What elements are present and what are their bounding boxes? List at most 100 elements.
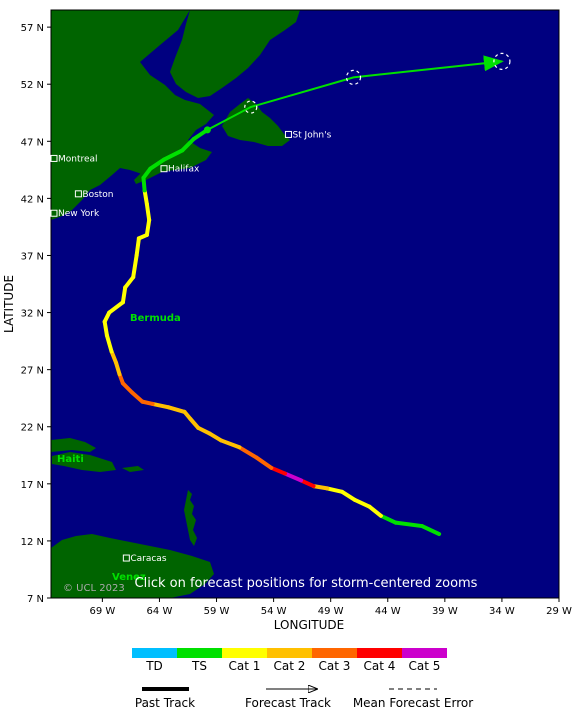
land-north-america <box>51 10 214 220</box>
past-track-legend-label: Past Track <box>135 696 195 710</box>
past-track-segment <box>131 253 139 280</box>
past-track-segment <box>325 486 345 494</box>
land-masses <box>51 10 300 598</box>
bermuda-label: Bermuda <box>130 313 181 324</box>
y-tick-label: 52 N <box>21 80 44 91</box>
land-antilles <box>184 490 197 546</box>
x-tick-label: 44 W <box>375 606 401 617</box>
past-track-segment <box>340 489 357 502</box>
past-track-segment <box>141 175 147 193</box>
city-marker <box>50 154 58 162</box>
legend-label: Cat 2 <box>274 659 306 673</box>
past-track-segment <box>142 188 149 207</box>
legend-swatch <box>402 648 447 658</box>
past-track-segment <box>180 137 196 153</box>
past-track-segment <box>196 425 212 436</box>
y-tick-label: 57 N <box>21 23 44 34</box>
y-tick-label: 32 N <box>21 309 44 320</box>
past-track-segment <box>378 513 398 525</box>
past-track-segment <box>269 465 288 476</box>
past-track-segment <box>367 504 383 518</box>
past-track-segment <box>420 524 442 537</box>
past-track-segment <box>188 416 201 430</box>
past-track-segment <box>207 431 224 443</box>
y-tick-label: 47 N <box>21 137 44 148</box>
y-axis-ticks: 57 N 52 N 47 N 42 N 37 N 32 N 27 N 22 N 17 N 12 N… <box>21 23 51 605</box>
legend-swatch <box>312 648 357 658</box>
forecast-track[interactable] <box>203 52 511 134</box>
city-marker <box>50 209 58 217</box>
forecast-track-legend-label: Forecast Track <box>245 696 331 710</box>
city-label: Caracas <box>130 554 166 564</box>
track-type-legend: Past Track Forecast Track Mean Forecast … <box>135 689 473 710</box>
past-track-segment <box>254 455 274 470</box>
y-axis-title: LATITUDE <box>2 275 16 333</box>
y-tick-label: 12 N <box>21 537 44 548</box>
past-track-segment <box>237 445 259 460</box>
past-track-segment <box>299 478 316 489</box>
past-track-segment <box>311 484 330 491</box>
venezuela-label: Venez <box>112 572 146 583</box>
x-tick-label: 64 W <box>147 606 173 617</box>
plot-frame <box>50 9 560 599</box>
city-markers: Montreal Boston New York Halifax St John's Ca… <box>50 130 332 564</box>
x-tick-label: 49 W <box>318 606 344 617</box>
copyright-label: © UCL 2023 <box>63 583 125 594</box>
past-track-segment <box>150 401 171 410</box>
y-tick-label: 27 N <box>21 366 44 377</box>
past-track-segment <box>166 405 187 414</box>
x-tick-label: 29 W <box>546 606 572 617</box>
intensity-legend: TD TS Cat 1 Cat 2 Cat 3 Cat 4 Cat 5 <box>132 648 447 673</box>
legend-swatch <box>357 648 402 658</box>
legend-label: TS <box>191 659 207 673</box>
click-hint: Click on forecast positions for storm-ce… <box>135 576 478 591</box>
y-tick-label: 37 N <box>21 251 44 262</box>
past-track-segment <box>283 471 304 483</box>
city-marker <box>122 554 130 562</box>
city-label: Boston <box>82 190 113 200</box>
past-track-segment <box>120 381 135 395</box>
land-puerto-rico <box>122 466 144 472</box>
land-newfoundland <box>222 98 290 146</box>
current-position-dot[interactable] <box>203 126 211 134</box>
forecast-track-line <box>206 55 504 131</box>
haiti-label: Haiti <box>57 454 84 465</box>
x-axis-title: LONGITUDE <box>274 618 344 632</box>
city-marker <box>160 165 168 173</box>
land-cuba <box>51 438 96 452</box>
past-track-segment <box>104 333 114 354</box>
legend-swatch <box>222 648 267 658</box>
legend-label: Cat 5 <box>409 659 441 673</box>
legend-label: TD <box>145 659 163 673</box>
land-labrador <box>170 10 300 98</box>
x-tick-label: 34 W <box>489 606 515 617</box>
past-track-segment <box>109 349 119 365</box>
x-axis-ticks: 69 W 64 W 59 W 54 W 49 W 44 W 39 W 34 W 29 W <box>89 598 572 617</box>
x-tick-label: 54 W <box>261 606 287 617</box>
legend-swatch <box>177 648 222 658</box>
forecast-error-circle[interactable] <box>345 69 362 85</box>
past-track-segment <box>144 202 152 223</box>
past-track-segment <box>352 497 372 509</box>
legend-swatch <box>267 648 312 658</box>
past-track-segment <box>134 236 141 258</box>
city-marker <box>284 130 292 138</box>
x-tick-label: 39 W <box>432 606 458 617</box>
land-venezuela <box>51 534 214 598</box>
city-marker <box>74 190 82 198</box>
past-track-segment <box>107 300 125 315</box>
past-track-segment <box>123 275 136 290</box>
land-hispaniola <box>52 452 116 472</box>
forecast-error-circle[interactable] <box>493 52 511 70</box>
city-label: New York <box>58 209 100 219</box>
past-track-segment <box>120 285 128 305</box>
forecast-error-circle[interactable] <box>244 100 258 114</box>
legend-label: Cat 3 <box>319 659 351 673</box>
x-tick-label: 69 W <box>89 606 115 617</box>
city-label: Montreal <box>58 154 98 164</box>
y-tick-label: 7 N <box>27 594 44 605</box>
city-label: St John's <box>292 130 331 140</box>
legend-swatch <box>132 648 177 658</box>
